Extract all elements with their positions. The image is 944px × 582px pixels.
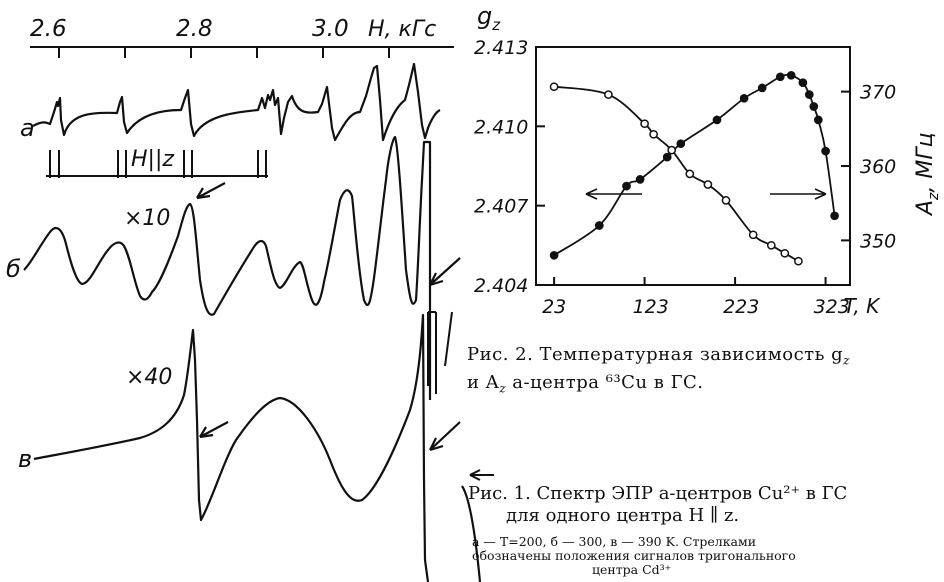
spectrum-trace-a	[32, 62, 441, 142]
arrow-v2	[429, 421, 461, 452]
point-A_z-4	[662, 152, 672, 162]
arrow-v1	[199, 421, 229, 439]
point-g_z-8	[748, 230, 758, 240]
arrow-v3	[469, 469, 494, 481]
figure1-caption: Рис. 1. Спектр ЭПР а-центров Cu²⁺ в ГС д…	[468, 483, 847, 527]
figure2-caption-line2-rest: а-центра ⁶³Cu в ГС.	[506, 371, 704, 393]
y-right-label: Az, МГц	[913, 132, 942, 217]
figure1-caption-line2: для одного центра H ∥ z.	[506, 505, 740, 526]
field-tick-label-2.8: 2.8	[176, 16, 213, 42]
trace-label-v: в	[18, 445, 32, 473]
point-g_z-9	[766, 240, 776, 250]
y-left-label: gz	[477, 2, 501, 34]
point-g_z-2	[640, 119, 649, 129]
point-A_z-15	[821, 146, 830, 156]
arrow-gz	[585, 188, 642, 200]
figure1-caption-small: а — T=200, б — 300, в — 390 K. Стрелками…	[472, 535, 796, 577]
point-A_z-14	[813, 115, 823, 125]
point-A_z-3	[635, 175, 645, 184]
point-A_z-11	[798, 78, 808, 88]
figure2-caption: Рис. 2. Температурная зависимость gz и A…	[467, 344, 850, 399]
spectrum-trace-v	[33, 313, 430, 582]
point-A_z-8	[757, 83, 767, 93]
y-right-tick-label-1: 360	[860, 156, 896, 178]
point-A_z-1	[594, 221, 604, 230]
trace-label-a: а	[20, 114, 35, 142]
trace-v-tail	[461, 485, 482, 582]
figure1-caption-small-line2: обозначены положения сигналов тригональн…	[472, 548, 796, 563]
field-axis-unit: Н, кГс	[368, 17, 436, 42]
point-A_z-7	[739, 93, 749, 103]
y-right-tick-label-0: 350	[860, 230, 896, 252]
point-A_z-12	[804, 90, 814, 99]
figure2-caption-sub2: z	[499, 381, 507, 396]
trace-label-b: б	[6, 255, 21, 283]
point-g_z-10	[780, 248, 790, 258]
x-tick-label-3: 323	[814, 296, 850, 318]
x-tick-label-0: 23	[542, 296, 566, 318]
arrow-b2	[429, 257, 461, 287]
spectrum-trace-b	[23, 135, 432, 400]
figure2-caption-sub1: z	[843, 353, 850, 368]
x-axis-label: T, K	[844, 294, 882, 318]
figure1-caption-line1: Рис. 1. Спектр ЭПР а-центров Cu²⁺ в ГС	[468, 483, 848, 504]
series-points	[549, 70, 839, 266]
gain-label-v: ×40	[126, 365, 172, 390]
point-g_z-5	[685, 169, 695, 179]
point-g_z-4	[667, 145, 677, 155]
orientation-label: H||z	[131, 147, 174, 172]
y-left-tick-label-2: 2.410	[474, 116, 528, 138]
arrow-az	[770, 188, 827, 200]
point-g_z-0	[549, 82, 559, 92]
x-tick-label-2: 223	[723, 296, 759, 318]
point-A_z-0	[549, 250, 559, 260]
point-g_z-1	[604, 90, 613, 99]
y-axis-right: 350 360 370	[841, 82, 896, 252]
y-left-tick-label-1: 2.407	[474, 196, 528, 218]
point-g_z-3	[649, 129, 658, 139]
series-line-g_z	[553, 85, 799, 262]
point-A_z-5	[676, 139, 686, 149]
y-left-tick-label-0: 2.404	[474, 275, 528, 297]
y-axis-left: 2.404 2.407 2.410 2.413	[474, 37, 545, 297]
field-tick-label-2.6: 2.6	[30, 16, 67, 42]
arrow-b1	[196, 182, 226, 200]
point-A_z-16	[830, 211, 839, 221]
y-right-tick-label-2: 370	[860, 82, 896, 104]
figure2-caption-line2: и A	[467, 371, 500, 393]
point-A_z-10	[786, 70, 796, 80]
point-A_z-9	[775, 72, 785, 82]
x-tick-label-1: 123	[633, 296, 669, 318]
point-g_z-6	[703, 180, 713, 189]
series-lines	[553, 73, 836, 262]
figure1-caption-small-line1: а — T=200, б — 300, в — 390 K. Стрелками	[472, 534, 757, 549]
point-A_z-13	[809, 102, 819, 111]
point-A_z-6	[712, 115, 722, 125]
field-tick-label-3.0: 3.0	[312, 16, 349, 42]
point-g_z-7	[721, 196, 731, 205]
figure2-caption-line1: Рис. 2. Температурная зависимость g	[467, 344, 844, 365]
x-axis: 23 123 223 323	[542, 277, 850, 318]
point-A_z-2	[622, 181, 631, 191]
gain-label-b: ×10	[124, 206, 170, 231]
trace-v-marker-3	[444, 311, 453, 367]
figure1-caption-small-line3: центра Cd³⁺	[592, 562, 672, 577]
y-left-tick-label-3: 2.413	[474, 37, 528, 59]
point-g_z-11	[794, 256, 803, 266]
